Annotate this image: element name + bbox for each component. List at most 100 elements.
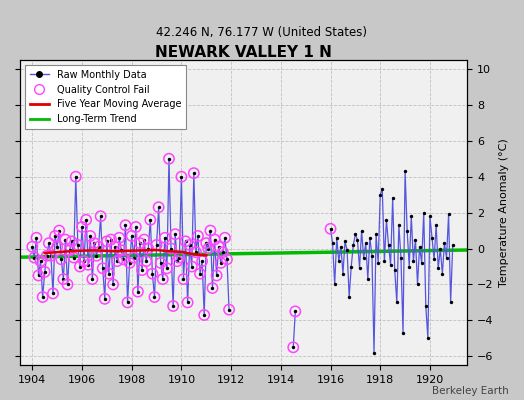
Point	[329, 240, 337, 246]
Point	[157, 260, 165, 266]
Point	[142, 258, 150, 264]
Point	[438, 270, 446, 277]
Point	[432, 222, 440, 228]
Point	[125, 260, 134, 266]
Point	[134, 288, 142, 295]
Point	[161, 234, 169, 241]
Point	[82, 217, 90, 223]
Point	[70, 254, 78, 261]
Point	[49, 290, 57, 297]
Point	[123, 299, 132, 306]
Point	[59, 276, 68, 282]
Point	[355, 265, 364, 272]
Point	[94, 244, 103, 250]
Point	[66, 247, 74, 254]
Point	[40, 269, 49, 275]
Point	[353, 236, 362, 243]
Point	[49, 290, 57, 297]
Point	[51, 233, 59, 239]
Point	[84, 262, 92, 268]
Point	[30, 254, 39, 261]
Point	[38, 294, 47, 300]
Point	[430, 256, 438, 262]
Point	[185, 242, 194, 248]
Point	[57, 256, 66, 262]
Point	[364, 276, 372, 282]
Point	[416, 244, 424, 250]
Point	[210, 236, 219, 243]
Point	[405, 263, 413, 270]
Point	[192, 249, 200, 255]
Point	[181, 238, 190, 244]
Point	[146, 217, 155, 223]
Point	[51, 233, 59, 239]
Point	[337, 244, 345, 250]
Point	[80, 258, 88, 264]
Point	[212, 272, 221, 279]
Point	[444, 211, 453, 218]
Point	[47, 252, 55, 259]
Point	[36, 258, 45, 264]
Point	[163, 265, 171, 272]
Text: Berkeley Earth: Berkeley Earth	[432, 386, 508, 396]
Point	[397, 254, 405, 261]
Point	[167, 245, 175, 252]
Point	[42, 252, 51, 259]
Point	[386, 262, 395, 268]
Point	[125, 260, 134, 266]
Point	[157, 260, 165, 266]
Point	[109, 281, 117, 288]
Point	[382, 217, 390, 223]
Point	[216, 260, 225, 266]
Point	[68, 238, 76, 244]
Point	[88, 276, 96, 282]
Point	[78, 224, 86, 230]
Point	[362, 240, 370, 246]
Point	[115, 234, 124, 241]
Point	[343, 247, 351, 254]
Point	[119, 256, 128, 262]
Point	[88, 276, 96, 282]
Point	[152, 242, 161, 248]
Point	[376, 192, 385, 198]
Point	[341, 238, 349, 244]
Point	[216, 260, 225, 266]
Point	[136, 240, 144, 246]
Point	[134, 288, 142, 295]
Point	[411, 236, 420, 243]
Point	[436, 245, 444, 252]
Point	[72, 174, 80, 180]
Point	[42, 252, 51, 259]
Point	[101, 296, 109, 302]
Point	[446, 299, 455, 306]
Point	[409, 258, 418, 264]
Point	[194, 233, 202, 239]
Point	[47, 252, 55, 259]
Point	[194, 233, 202, 239]
Point	[72, 174, 80, 180]
Point	[359, 254, 368, 261]
Point	[418, 260, 426, 266]
Point	[190, 170, 198, 176]
Point	[117, 247, 126, 254]
Point	[196, 270, 204, 277]
Text: 42.246 N, 76.177 W (United States): 42.246 N, 76.177 W (United States)	[157, 26, 367, 39]
Point	[80, 258, 88, 264]
Point	[388, 195, 397, 202]
Point	[45, 240, 53, 246]
Point	[390, 267, 399, 273]
Point	[214, 244, 223, 250]
Point	[225, 306, 233, 313]
Point	[103, 238, 111, 244]
Point	[117, 247, 126, 254]
Point	[223, 256, 231, 262]
Point	[115, 234, 124, 241]
Point	[144, 245, 152, 252]
Point	[204, 245, 213, 252]
Point	[339, 270, 347, 277]
Point	[395, 222, 403, 228]
Point	[185, 242, 194, 248]
Point	[107, 236, 115, 243]
Point	[70, 254, 78, 261]
Point	[113, 258, 122, 264]
